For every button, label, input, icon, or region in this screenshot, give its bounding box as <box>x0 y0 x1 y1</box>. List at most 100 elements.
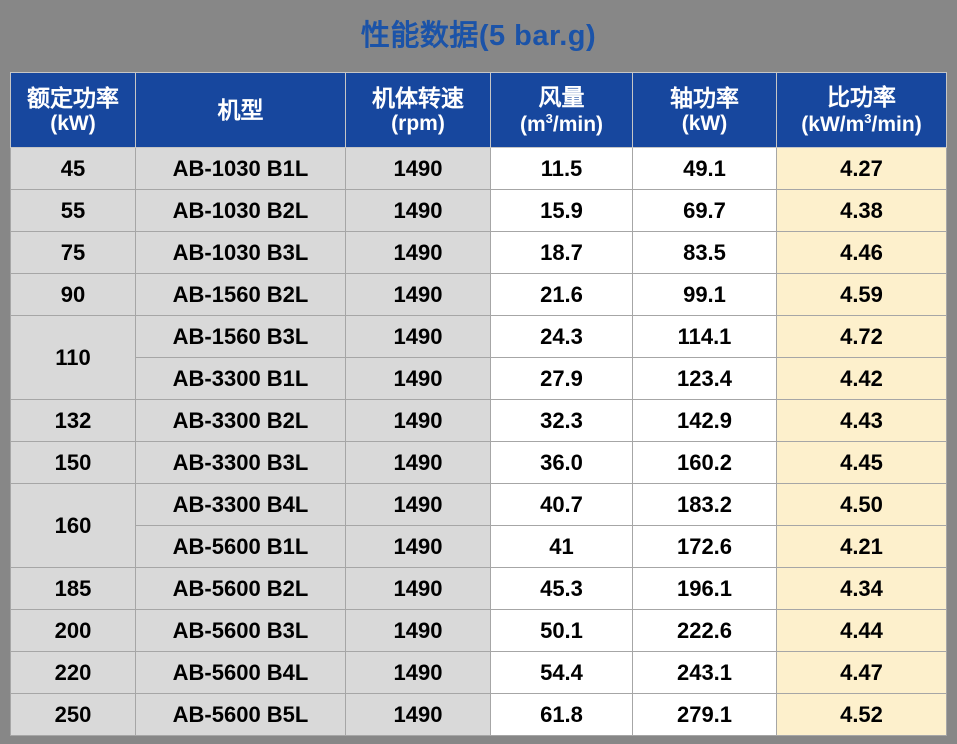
header-row: 额定功率 (kW) 机型 机体转速 (rpm) 风量 (m3/min) 轴功率 (kW) 比功率(… <box>10 72 947 148</box>
cell-power: 132 <box>10 399 136 442</box>
cell-power: 45 <box>10 147 136 190</box>
table-row: 200 AB-5600 B3L 1490 50.1 222.6 4.44 <box>10 609 947 652</box>
cell-speed: 1490 <box>345 525 491 568</box>
cell-power: 200 <box>10 609 136 652</box>
cell-speed: 1490 <box>345 231 491 274</box>
column-label: 机体转速 <box>372 84 464 111</box>
table-row: 75 AB-1030 B3L 1490 18.7 83.5 4.46 <box>10 231 947 274</box>
cell-power: 220 <box>10 651 136 694</box>
cell-model: AB-5600 B4L <box>135 651 346 694</box>
cell-shaft: 196.1 <box>632 567 777 610</box>
cell-flow: 61.8 <box>490 693 633 736</box>
table-row: AB-3300 B1L 1490 27.9 123.4 4.42 <box>11 357 947 400</box>
table-row: 132 AB-3300 B2L 1490 32.3 142.9 4.43 <box>10 399 947 442</box>
cell-flow: 15.9 <box>490 189 633 232</box>
column-unit: (kW) <box>50 112 96 136</box>
table-body: 45 AB-1030 B1L 1490 11.5 49.1 4.27 55 AB-1030 B… <box>10 147 947 736</box>
cell-model: AB-1560 B3L <box>135 315 346 358</box>
table-header: 额定功率 (kW) 机型 机体转速 (rpm) 风量 (m3/min) 轴功率 (kW) 比功率(… <box>10 72 947 148</box>
cell-power: 110 <box>10 315 136 400</box>
cell-specific: 4.44 <box>776 609 947 652</box>
cell-model: AB-3300 B2L <box>135 399 346 442</box>
cell-shaft: 83.5 <box>632 231 777 274</box>
cell-speed: 1490 <box>345 315 491 358</box>
cell-model: AB-1030 B2L <box>135 189 346 232</box>
column-label: 机型 <box>217 96 264 123</box>
column-header-shaft: 轴功率 (kW) <box>632 72 777 148</box>
cell-shaft: 172.6 <box>632 525 777 568</box>
cell-model: AB-3300 B4L <box>135 483 346 526</box>
cell-power: 150 <box>10 441 136 484</box>
column-header-power: 额定功率 (kW) <box>10 72 136 148</box>
column-unit: (m3/min) <box>519 110 604 136</box>
column-label: 风量 <box>538 84 585 111</box>
cell-flow: 36.0 <box>490 441 633 484</box>
cell-specific: 4.27 <box>776 147 947 190</box>
column-unit: (rpm) <box>391 112 445 136</box>
cell-shaft: 279.1 <box>632 693 777 736</box>
cell-speed: 1490 <box>345 567 491 610</box>
cell-shaft: 183.2 <box>632 483 777 526</box>
cell-specific: 4.45 <box>776 441 947 484</box>
cell-flow: 27.9 <box>490 357 633 400</box>
cell-model: AB-5600 B5L <box>135 693 346 736</box>
cell-flow: 11.5 <box>490 147 633 190</box>
cell-specific: 4.59 <box>776 273 947 316</box>
cell-speed: 1490 <box>345 609 491 652</box>
cell-model: AB-5600 B2L <box>135 567 346 610</box>
table-row: 90 AB-1560 B2L 1490 21.6 99.1 4.59 <box>10 273 947 316</box>
cell-speed: 1490 <box>345 441 491 484</box>
cell-flow: 32.3 <box>490 399 633 442</box>
column-header-model: 机型 <box>135 72 346 148</box>
cell-power: 185 <box>10 567 136 610</box>
cell-speed: 1490 <box>345 147 491 190</box>
table-row: 55 AB-1030 B2L 1490 15.9 69.7 4.38 <box>10 189 947 232</box>
column-header-speed: 机体转速 (rpm) <box>345 72 491 148</box>
column-header-flow: 风量 (m3/min) <box>490 72 633 148</box>
cell-specific: 4.46 <box>776 231 947 274</box>
cell-power: 250 <box>10 693 136 736</box>
table-row: AB-5600 B1L 1490 41 172.6 4.21 <box>11 525 947 568</box>
cell-flow: 50.1 <box>490 609 633 652</box>
cell-flow: 54.4 <box>490 651 633 694</box>
cell-specific: 4.52 <box>776 693 947 736</box>
cell-shaft: 99.1 <box>632 273 777 316</box>
cell-speed: 1490 <box>345 399 491 442</box>
table-row: 160 AB-3300 B4L 1490 40.7 183.2 4.50 <box>10 483 947 568</box>
cell-speed: 1490 <box>345 483 491 526</box>
cell-flow: 18.7 <box>490 231 633 274</box>
cell-specific: 4.34 <box>776 567 947 610</box>
cell-shaft: 222.6 <box>632 609 777 652</box>
column-label: 比功率 <box>827 84 896 111</box>
table-row: 110 AB-1560 B3L 1490 24.3 114.1 4.72 <box>10 315 947 400</box>
cell-model: AB-1030 B3L <box>135 231 346 274</box>
cell-model: AB-1030 B1L <box>135 147 346 190</box>
column-unit: (kW) <box>681 112 728 136</box>
cell-power: 90 <box>10 273 136 316</box>
cell-shaft: 243.1 <box>632 651 777 694</box>
cell-speed: 1490 <box>345 273 491 316</box>
cell-flow: 45.3 <box>490 567 633 610</box>
cell-shaft: 123.4 <box>632 357 777 400</box>
table-row: 45 AB-1030 B1L 1490 11.5 49.1 4.27 <box>10 147 947 190</box>
cell-speed: 1490 <box>345 651 491 694</box>
table-row: 150 AB-3300 B3L 1490 36.0 160.2 4.45 <box>10 441 947 484</box>
cell-shaft: 49.1 <box>632 147 777 190</box>
column-unit: (kW/m3/min) <box>801 110 922 136</box>
superscript-3: 3 <box>864 110 872 126</box>
cell-power: 160 <box>10 483 136 568</box>
cell-specific: 4.42 <box>776 357 947 400</box>
cell-shaft: 142.9 <box>632 399 777 442</box>
column-header-specific: 比功率 (kW/m3/min) <box>776 72 947 148</box>
cell-power: 55 <box>10 189 136 232</box>
cell-flow: 21.6 <box>490 273 633 316</box>
cell-flow: 40.7 <box>490 483 633 526</box>
cell-specific: 4.47 <box>776 651 947 694</box>
cell-specific: 4.50 <box>776 483 947 526</box>
column-label: 轴功率 <box>670 84 739 111</box>
cell-shaft: 160.2 <box>632 441 777 484</box>
cell-speed: 1490 <box>345 693 491 736</box>
cell-flow: 41 <box>490 525 633 568</box>
cell-model: AB-1560 B2L <box>135 273 346 316</box>
